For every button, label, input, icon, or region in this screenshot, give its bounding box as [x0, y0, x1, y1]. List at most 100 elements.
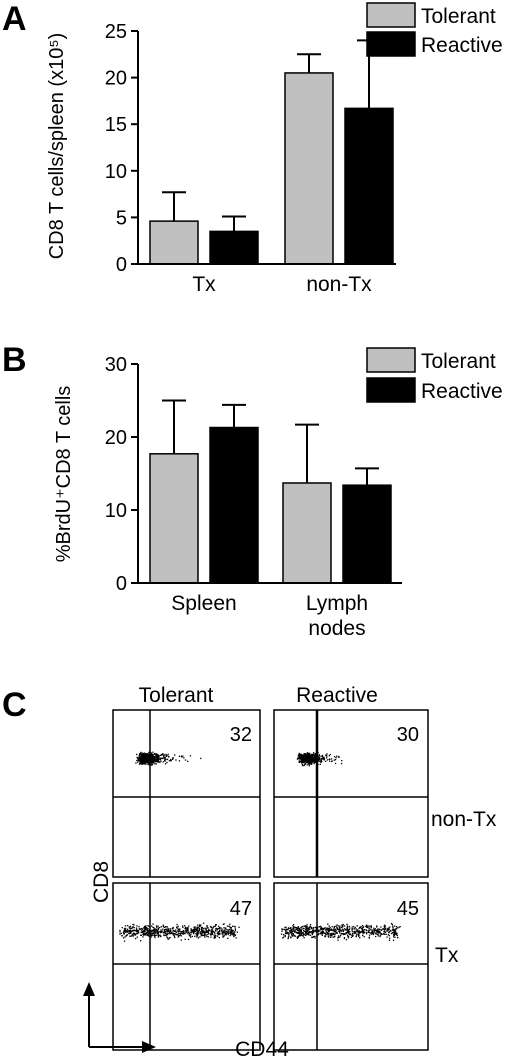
- flow-event: [190, 930, 192, 932]
- flow-event: [306, 932, 308, 934]
- flow-event: [140, 753, 142, 756]
- flow-event: [335, 932, 337, 934]
- flow-event: [311, 757, 313, 759]
- flow-event: [203, 935, 206, 937]
- flow-event: [354, 928, 356, 930]
- flow-event: [359, 932, 361, 934]
- flow-event: [137, 761, 139, 763]
- flow-event: [143, 929, 146, 931]
- flow-event: [140, 757, 142, 759]
- flow-event: [323, 759, 325, 761]
- flow-event: [152, 759, 155, 762]
- flow-event: [166, 932, 168, 934]
- flow-event: [308, 933, 310, 936]
- flow-event: [196, 930, 198, 932]
- flow-event: [151, 756, 154, 758]
- flow-event: [140, 763, 142, 765]
- flow-event: [339, 925, 341, 927]
- flow-event: [168, 755, 170, 758]
- flow-event: [312, 755, 314, 758]
- flow-event: [336, 926, 338, 928]
- flow-event: [308, 756, 310, 758]
- flow-event: [156, 930, 159, 932]
- flow-event: [156, 759, 158, 762]
- flow-event: [310, 926, 312, 928]
- flow-event: [224, 931, 226, 933]
- flow-event: [142, 933, 144, 936]
- flow-events: [135, 751, 202, 766]
- flow-event: [291, 932, 293, 934]
- flow-event: [142, 762, 144, 765]
- flow-event: [160, 930, 163, 933]
- flow-event: [158, 755, 160, 758]
- flow-event: [141, 931, 143, 933]
- flow-event: [318, 755, 320, 757]
- flow-event: [301, 762, 303, 764]
- flow-event: [211, 931, 214, 933]
- flow-event: [172, 757, 174, 760]
- bar-tolerant-1: [284, 72, 334, 265]
- flow-event: [217, 931, 219, 933]
- flow-event: [305, 932, 307, 934]
- bar-reactive-0: [209, 230, 259, 265]
- flow-event: [165, 755, 168, 758]
- flow-event: [164, 930, 167, 933]
- flow-event: [133, 933, 135, 935]
- flow-event: [301, 928, 303, 930]
- flow-event: [395, 932, 398, 934]
- flow-event: [130, 931, 132, 933]
- flow-event: [309, 931, 311, 933]
- flow-event: [148, 753, 150, 755]
- flow-event: [371, 933, 374, 935]
- flow-event: [377, 929, 379, 931]
- flow-event: [194, 929, 196, 931]
- flow-event: [232, 934, 234, 936]
- flow-event: [152, 926, 154, 928]
- flow-event: [177, 930, 179, 933]
- flow-event: [358, 930, 360, 932]
- flow-event: [396, 926, 398, 928]
- flow-event: [376, 925, 378, 927]
- flow-event: [126, 928, 129, 930]
- flow-y-axis-label: CD8: [90, 861, 113, 903]
- flow-event: [341, 760, 343, 762]
- flow-event: [171, 758, 174, 760]
- flow-event: [337, 935, 340, 937]
- flow-event: [200, 757, 202, 760]
- flow-event: [124, 936, 126, 938]
- flow-event: [326, 753, 328, 755]
- flow-event: [366, 932, 368, 934]
- flow-event: [215, 924, 217, 926]
- flow-event: [377, 930, 379, 932]
- flow-event: [393, 931, 395, 933]
- flow-event: [201, 933, 203, 935]
- flow-event: [146, 753, 148, 755]
- flow-event: [333, 931, 336, 933]
- flow-event: [376, 929, 378, 931]
- flow-event: [317, 755, 320, 757]
- flow-event: [303, 764, 305, 767]
- flow-event: [206, 927, 208, 929]
- flow-event: [227, 929, 229, 931]
- flow-event: [347, 929, 349, 931]
- flow-event: [160, 754, 162, 756]
- flow-event: [397, 937, 399, 939]
- flow-event: [315, 753, 317, 755]
- flow-event: [235, 937, 237, 939]
- flow-event: [218, 937, 220, 939]
- flow-event: [234, 929, 237, 931]
- flow-event: [196, 926, 198, 928]
- flow-event: [380, 933, 382, 935]
- flow-event: [156, 760, 158, 763]
- flow-event: [292, 928, 294, 930]
- flow-event: [362, 931, 365, 933]
- flow-event: [133, 927, 135, 929]
- flow-event: [311, 936, 313, 938]
- flow-event: [126, 930, 129, 932]
- flow-event: [304, 925, 307, 927]
- flow-event: [379, 935, 381, 938]
- flow-event: [149, 761, 151, 763]
- flow-event: [287, 932, 289, 934]
- flow-event: [132, 923, 134, 926]
- flow-event: [143, 931, 145, 933]
